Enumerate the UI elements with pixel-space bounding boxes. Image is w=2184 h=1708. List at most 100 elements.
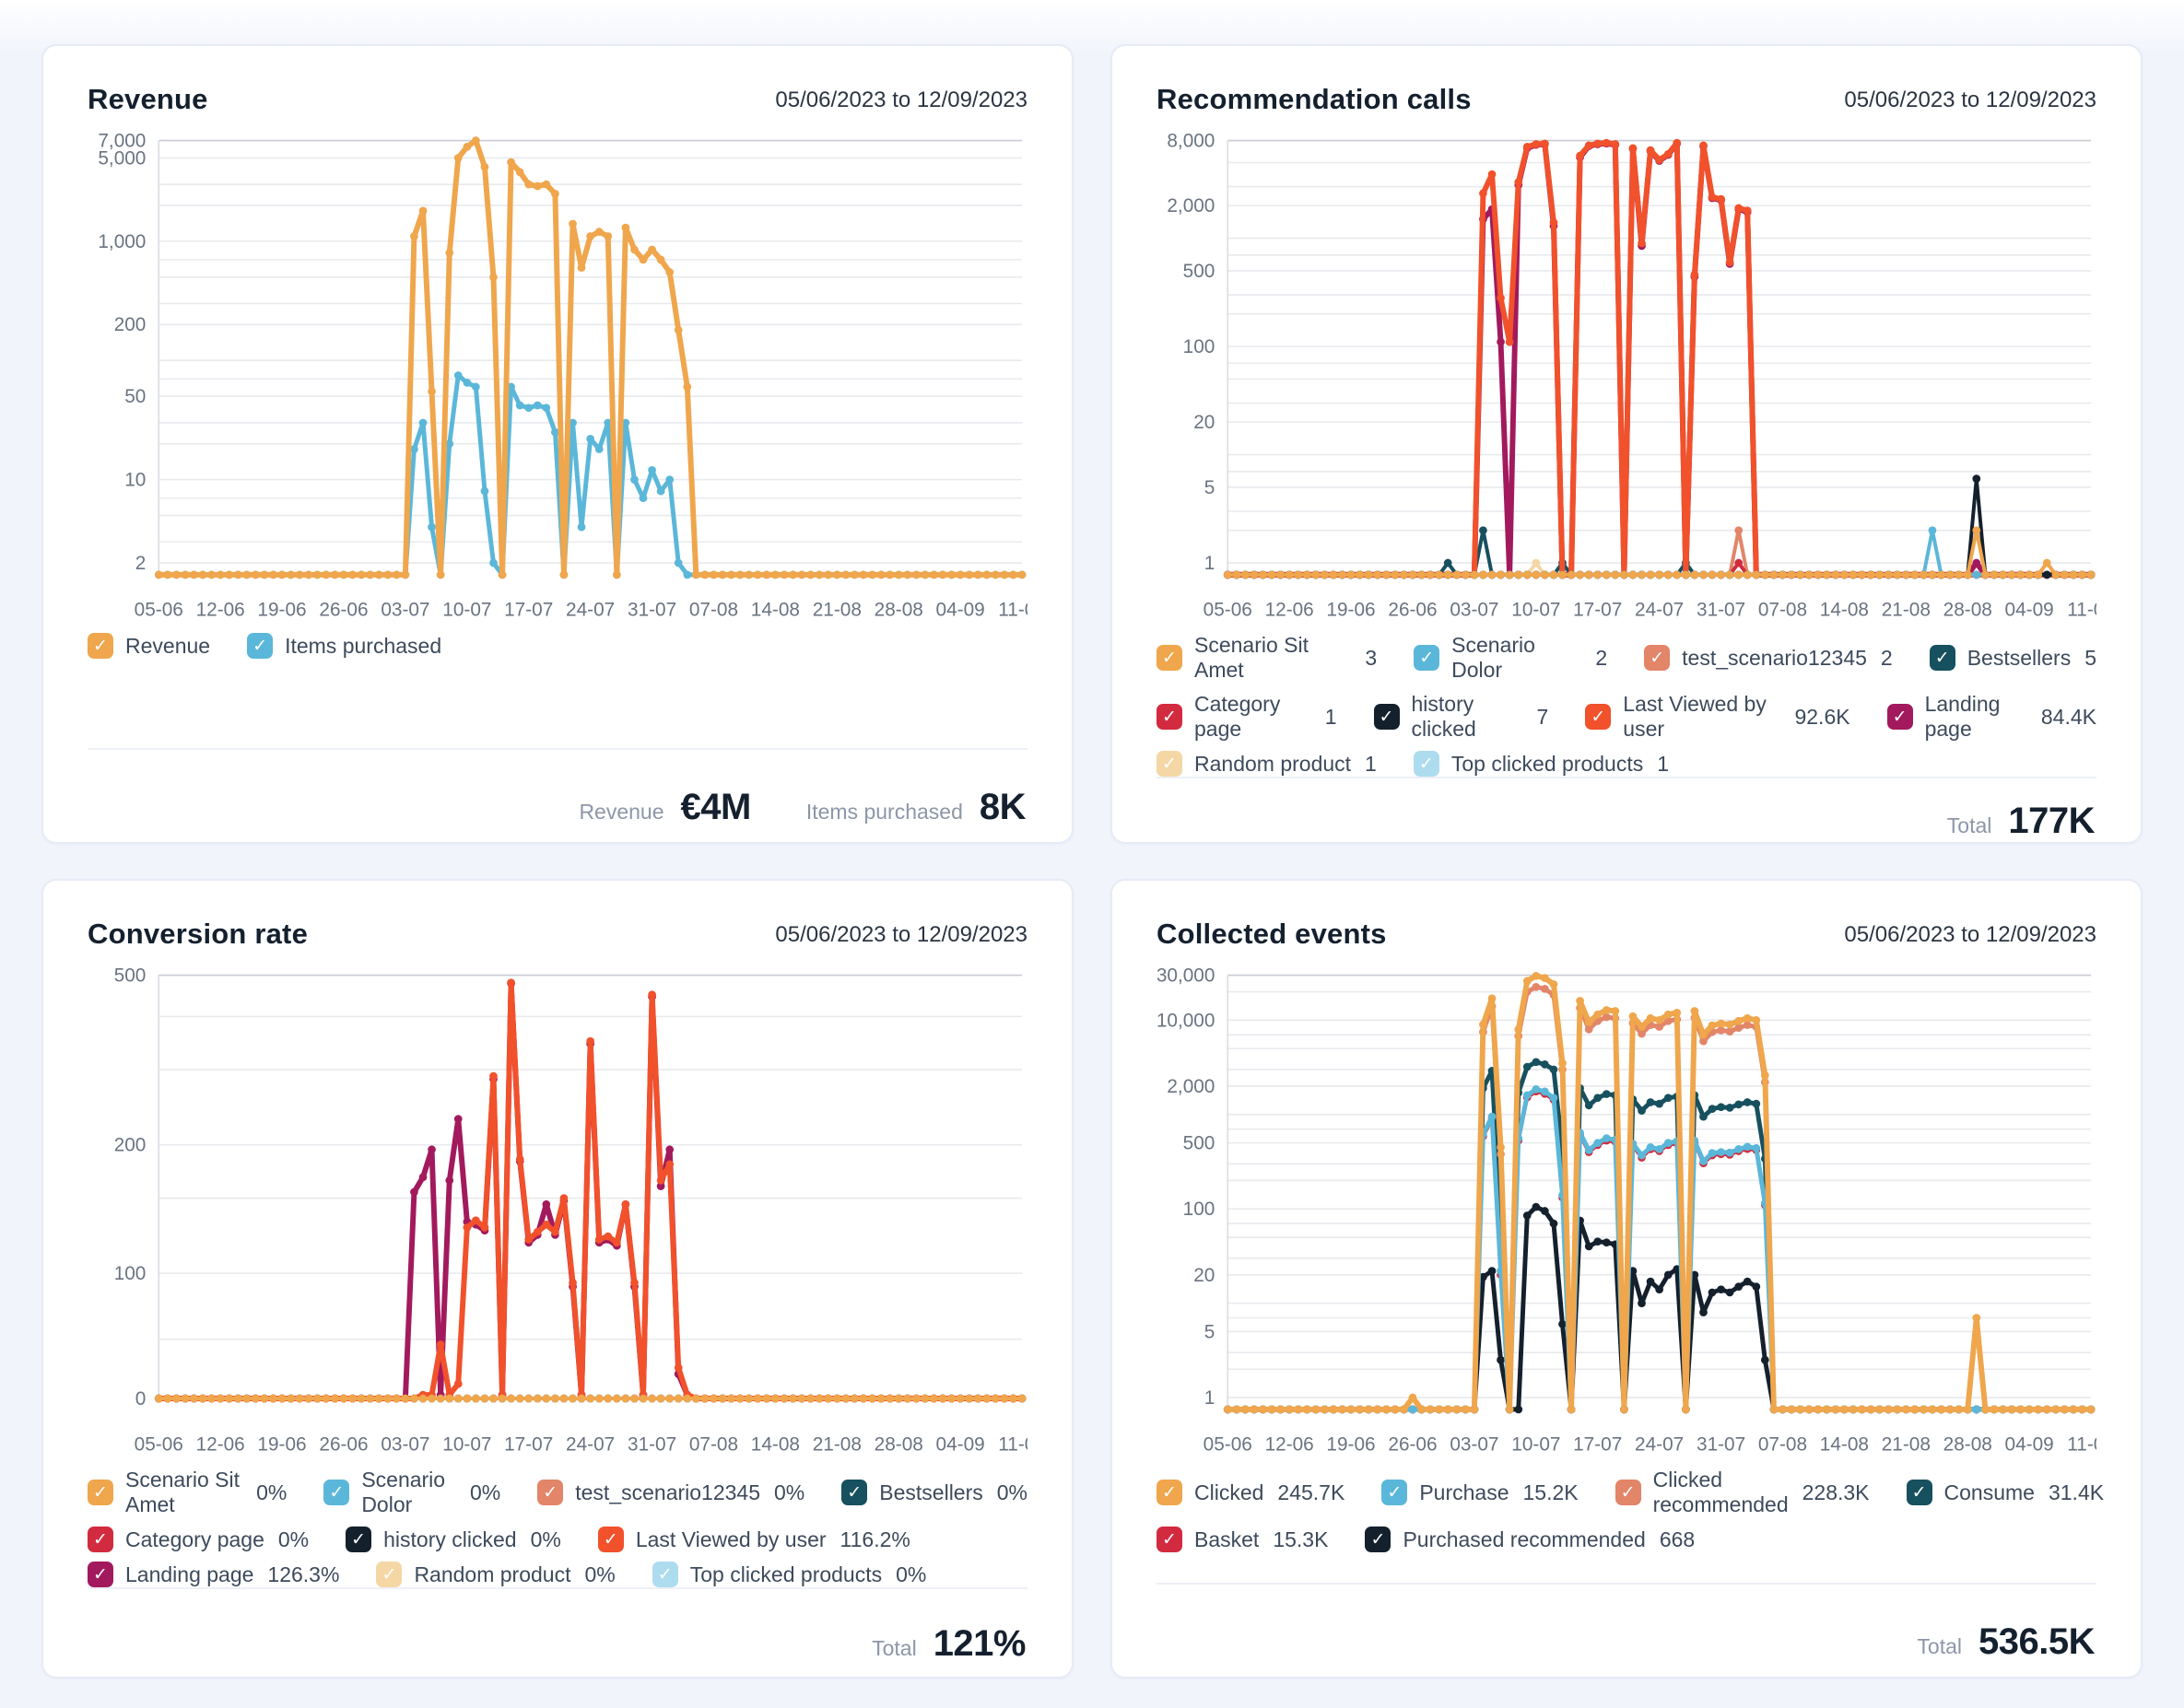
svg-text:19-06: 19-06 [257, 1433, 306, 1455]
checkbox-check-icon[interactable]: ✓ [376, 1562, 403, 1587]
svg-text:100: 100 [1183, 1199, 1215, 1220]
checkbox-check-icon[interactable]: ✓ [1413, 751, 1439, 777]
legend-value: 2 [1595, 645, 1608, 670]
svg-text:24-07: 24-07 [1635, 599, 1684, 620]
legend-item-basket[interactable]: ✓ Basket 15.3K [1157, 1527, 1328, 1552]
legend-item-landing-page[interactable]: ✓ Landing page 84.4K [1886, 692, 2096, 742]
card-header: Revenue 05/06/2023 to 12/09/2023 [88, 83, 1027, 116]
svg-text:17-07: 17-07 [1573, 1433, 1622, 1455]
checkbox-check-icon[interactable]: ✓ [841, 1480, 868, 1505]
svg-text:19-06: 19-06 [1326, 599, 1375, 620]
legend-item-clicked[interactable]: ✓ Clicked 245.7K [1157, 1480, 1344, 1505]
legend-item-scenario-dolor[interactable]: ✓ Scenario Dolor 2 [1414, 633, 1607, 683]
legend-item-clicked-recommended[interactable]: ✓ Clicked recommended 228.3K [1615, 1468, 1870, 1517]
checkbox-check-icon[interactable]: ✓ [1929, 645, 1955, 671]
legend-item-scenario-sit-amet[interactable]: ✓ Scenario Sit Amet 3 [1157, 633, 1377, 683]
legend-value: 1 [1324, 704, 1337, 729]
legend-label: Clicked recommended [1652, 1468, 1789, 1516]
legend-label: Bestsellers [879, 1480, 983, 1504]
legend-item-history-clicked[interactable]: ✓ history clicked 7 [1373, 692, 1548, 742]
legend-item-purchase[interactable]: ✓ Purchase 15.2K [1381, 1480, 1579, 1505]
legend-item-top-clicked-products[interactable]: ✓ Top clicked products 0% [652, 1562, 927, 1587]
stat-value: 8K [979, 786, 1027, 827]
legend-item-random-product[interactable]: ✓ Random product 0% [376, 1562, 616, 1587]
legend-item-last-viewed-by-user[interactable]: ✓ Last Viewed by user 92.6K [1585, 692, 1850, 742]
svg-text:07-08: 07-08 [1758, 599, 1807, 620]
legend-item-category-page[interactable]: ✓ Category page 1 [1157, 692, 1337, 742]
checkbox-check-icon[interactable]: ✓ [1381, 1480, 1408, 1505]
checkbox-check-icon[interactable]: ✓ [323, 1480, 350, 1505]
legend-item-last-viewed-by-user[interactable]: ✓ Last Viewed by user 116.2% [597, 1527, 910, 1552]
checkbox-check-icon[interactable]: ✓ [1615, 1480, 1641, 1505]
svg-text:19-06: 19-06 [1326, 1433, 1375, 1455]
legend-value: 1 [1365, 751, 1377, 776]
collected-events-legend: ✓ Clicked 245.7K ✓ Purchase 15.2K ✓ Clicked rec… [1157, 1468, 2104, 1552]
checkbox-check-icon[interactable]: ✓ [1157, 1480, 1182, 1505]
legend-value: 228.3K [1802, 1480, 1870, 1504]
legend-value: 0% [256, 1480, 288, 1504]
card-header: Recommendation calls 05/06/2023 to 12/09… [1157, 83, 2096, 116]
svg-text:28-08: 28-08 [1943, 1433, 1992, 1455]
svg-text:28-08: 28-08 [1943, 599, 1992, 620]
legend-item-test-scenario12345[interactable]: ✓ test_scenario12345 2 [1644, 645, 1893, 671]
checkbox-check-icon[interactable]: ✓ [1373, 704, 1400, 730]
svg-text:26-06: 26-06 [319, 599, 368, 620]
checkbox-check-icon[interactable]: ✓ [346, 1527, 372, 1552]
legend-item-revenue[interactable]: ✓ Revenue [88, 633, 210, 659]
legend-value: 15.2K [1522, 1480, 1579, 1504]
legend-item-bestsellers[interactable]: ✓ Bestsellers 5 [1929, 645, 2096, 671]
legend-item-test-scenario12345[interactable]: ✓ test_scenario12345 0% [537, 1480, 804, 1505]
checkbox-check-icon[interactable]: ✓ [1644, 645, 1671, 671]
revenue-card: Revenue 05/06/2023 to 12/09/2023 7,000 5,… [41, 44, 1074, 844]
svg-text:07-08: 07-08 [689, 599, 738, 620]
checkbox-check-icon[interactable]: ✓ [1886, 704, 1913, 730]
legend-item-random-product[interactable]: ✓ Random product 1 [1157, 751, 1377, 777]
legend-label: Category page [1194, 692, 1281, 741]
recommendation-calls-line-chart: 8,000 2,000 500 100 20 5 1 05-06 12-06 19-06 26-06… [1157, 127, 2096, 629]
stat-label: Revenue [579, 799, 664, 824]
checkbox-check-icon[interactable]: ✓ [1157, 1527, 1182, 1552]
checkbox-check-icon[interactable]: ✓ [88, 1480, 113, 1505]
collected-events-footer: Total 536.5K [1157, 1592, 2096, 1677]
checkbox-check-icon[interactable]: ✓ [1906, 1480, 1932, 1505]
svg-text:20: 20 [1193, 1265, 1215, 1286]
svg-text:03-07: 03-07 [1450, 1433, 1498, 1455]
checkbox-check-icon[interactable]: ✓ [652, 1562, 678, 1587]
legend-item-top-clicked-products[interactable]: ✓ Top clicked products 1 [1413, 751, 1669, 777]
checkbox-check-icon[interactable]: ✓ [88, 633, 113, 659]
legend-item-bestsellers[interactable]: ✓ Bestsellers 0% [841, 1480, 1027, 1505]
legend-value: 0% [896, 1562, 927, 1586]
legend-item-purchased-recommended[interactable]: ✓ Purchased recommended 668 [1365, 1527, 1695, 1552]
checkbox-check-icon[interactable]: ✓ [1585, 704, 1612, 730]
svg-text:12-06: 12-06 [1265, 1433, 1314, 1455]
svg-text:14-08: 14-08 [1820, 1433, 1869, 1455]
checkbox-check-icon[interactable]: ✓ [1157, 704, 1182, 730]
legend-item-scenario-dolor[interactable]: ✓ Scenario Dolor 0% [323, 1468, 500, 1517]
svg-text:04-09: 04-09 [2005, 599, 2054, 620]
svg-text:21-08: 21-08 [1882, 1433, 1931, 1455]
checkbox-check-icon[interactable]: ✓ [247, 633, 274, 659]
checkbox-check-icon[interactable]: ✓ [1414, 645, 1440, 671]
legend-row: ✓ Category page 1 ✓ history clicked 7 ✓ Last Vi… [1157, 692, 2096, 742]
legend-value: 84.4K [2040, 704, 2096, 729]
svg-text:500: 500 [114, 965, 147, 986]
checkbox-check-icon[interactable]: ✓ [1157, 751, 1182, 777]
svg-text:5: 5 [1204, 1321, 1215, 1342]
svg-text:50: 50 [124, 386, 146, 407]
svg-text:31-07: 31-07 [1697, 1433, 1745, 1455]
svg-text:21-08: 21-08 [813, 1433, 862, 1455]
legend-row: ✓ Random product 1 ✓ Top clicked products 1 [1157, 751, 2096, 777]
legend-item-category-page[interactable]: ✓ Category page 0% [88, 1527, 309, 1552]
checkbox-check-icon[interactable]: ✓ [88, 1527, 113, 1552]
checkbox-check-icon[interactable]: ✓ [1157, 645, 1182, 671]
legend-item-history-clicked[interactable]: ✓ history clicked 0% [346, 1527, 561, 1552]
legend-item-items-purchased[interactable]: ✓ Items purchased [247, 633, 441, 659]
checkbox-check-icon[interactable]: ✓ [1365, 1527, 1391, 1552]
legend-item-consume[interactable]: ✓ Consume 31.4K [1906, 1480, 2104, 1505]
svg-text:17-07: 17-07 [504, 599, 553, 620]
legend-item-scenario-sit-amet[interactable]: ✓ Scenario Sit Amet 0% [88, 1468, 287, 1517]
checkbox-check-icon[interactable]: ✓ [537, 1480, 564, 1505]
checkbox-check-icon[interactable]: ✓ [597, 1527, 624, 1552]
checkbox-check-icon[interactable]: ✓ [88, 1562, 113, 1587]
legend-item-landing-page[interactable]: ✓ Landing page 126.3% [88, 1562, 339, 1587]
